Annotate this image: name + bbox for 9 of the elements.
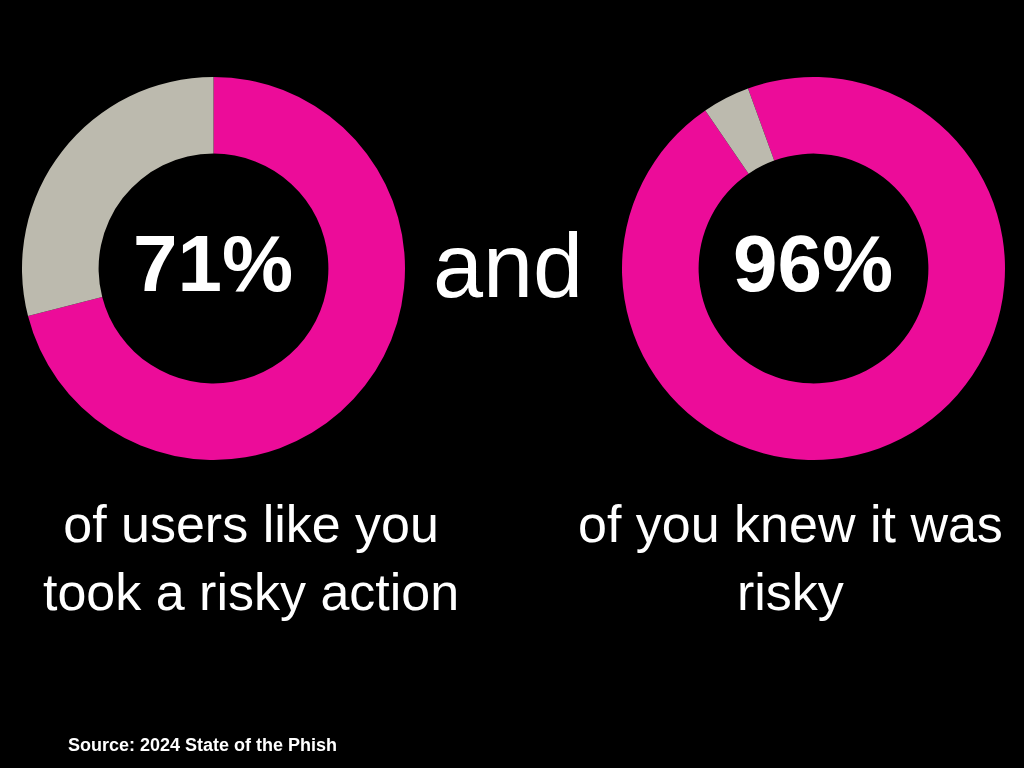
text: 96% bbox=[733, 219, 894, 308]
donut-slice bbox=[705, 88, 775, 174]
text: 71% bbox=[133, 219, 294, 308]
donut-slice bbox=[28, 77, 405, 460]
source-note: Source: 2024 State of the Phish bbox=[68, 735, 338, 755]
donut-slice bbox=[622, 77, 1005, 460]
text: and bbox=[433, 216, 584, 316]
text: of users like you took a risky action bbox=[43, 495, 460, 621]
text: of you knew it was risky bbox=[578, 495, 1003, 621]
